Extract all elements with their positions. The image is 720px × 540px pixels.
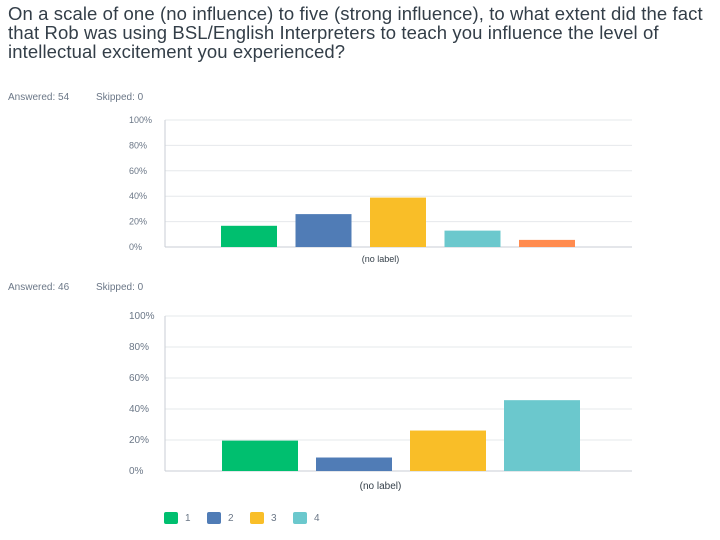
legend-item-1: 1 bbox=[164, 512, 207, 524]
question-title: On a scale of one (no influence) to five… bbox=[8, 3, 703, 62]
legend-label: 1 bbox=[185, 512, 191, 524]
chart1-y-tick-label: 0% bbox=[129, 242, 142, 252]
legend-item-3: 3 bbox=[250, 512, 293, 524]
chart2-bar-4 bbox=[504, 400, 580, 471]
legend-swatch bbox=[293, 512, 307, 524]
chart1-y-tick-label: 40% bbox=[129, 191, 147, 201]
chart2-bar-2 bbox=[316, 457, 392, 471]
legend-swatch bbox=[207, 512, 221, 524]
chart-legend: 1 2 3 4 bbox=[164, 512, 336, 524]
chart2-bar-3 bbox=[410, 430, 486, 471]
chart1-x-label: (no label) bbox=[362, 254, 400, 264]
legend-label: 3 bbox=[271, 512, 277, 524]
chart1-bar-5 bbox=[519, 239, 575, 247]
chart1-bar-4 bbox=[444, 230, 501, 247]
chart1-bar-2 bbox=[295, 214, 352, 247]
chart2-meta: Answered: 46 Skipped: 0 bbox=[8, 282, 167, 293]
legend-swatch bbox=[250, 512, 264, 524]
chart1-answered: Answered: 54 bbox=[8, 92, 70, 103]
chart1-meta: Answered: 54 Skipped: 0 bbox=[8, 92, 167, 103]
chart2-y-tick-label: 0% bbox=[129, 466, 144, 477]
chart2-y-tick-label: 100% bbox=[129, 311, 155, 322]
legend-label: 2 bbox=[228, 512, 234, 524]
chart1-y-tick-label: 20% bbox=[129, 217, 147, 227]
legend-item-4: 4 bbox=[293, 512, 336, 524]
chart2-bar-1 bbox=[222, 440, 298, 471]
chart2-y-tick-label: 80% bbox=[129, 342, 149, 353]
chart1-y-tick-label: 100% bbox=[129, 115, 152, 125]
chart2-y-tick-label: 60% bbox=[129, 373, 149, 384]
chart1-skipped: Skipped: 0 bbox=[95, 92, 144, 103]
chart2-answered: Answered: 46 bbox=[8, 282, 70, 293]
chart2-y-tick-label: 20% bbox=[129, 435, 149, 446]
chart1-bar-1 bbox=[221, 225, 277, 247]
chart2-x-label: (no label) bbox=[360, 481, 402, 492]
legend-label: 4 bbox=[314, 512, 320, 524]
chart1-bar-3 bbox=[370, 197, 426, 247]
chart1-y-tick-label: 80% bbox=[129, 140, 147, 150]
chart2-skipped: Skipped: 0 bbox=[95, 282, 144, 293]
legend-swatch bbox=[164, 512, 178, 524]
chart2-y-tick-label: 40% bbox=[129, 404, 149, 415]
legend-item-2: 2 bbox=[207, 512, 250, 524]
chart1-y-tick-label: 60% bbox=[129, 166, 147, 176]
